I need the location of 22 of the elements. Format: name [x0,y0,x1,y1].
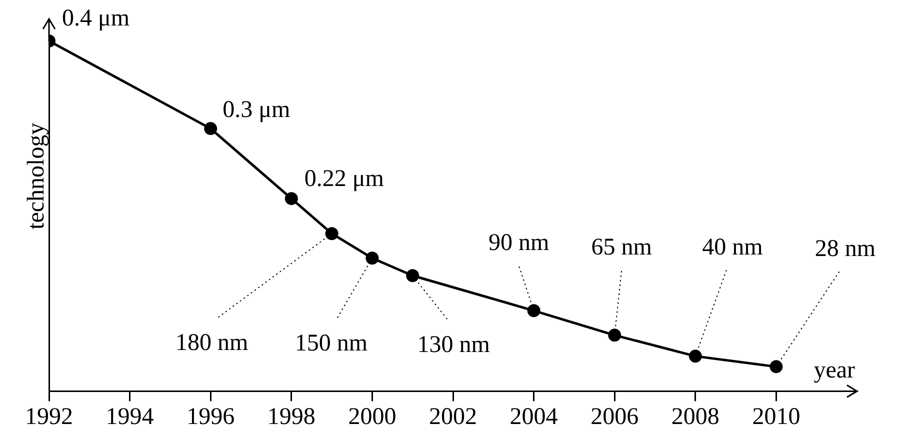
annotation: 90 nm [488,230,550,256]
annotation: 180 nm [175,330,248,356]
x-tick-label: 2006 [590,404,639,430]
x-tick-label: 1992 [25,404,73,430]
y-axis-title: technology [23,122,50,230]
annotation: 0.22 μm [304,166,384,192]
x-axis-title: year [814,357,856,384]
x-tick-label: 2002 [429,404,477,430]
x-tick-label: 2010 [752,404,800,430]
x-tick-label: 2000 [348,404,396,430]
annotation: 65 nm [591,234,652,260]
annotation: 150 nm [294,330,368,356]
annotation: 28 nm [814,236,876,262]
annotation: 0.4 μm [62,5,130,32]
annotation: 40 nm [702,234,764,260]
x-tick-label: 1996 [186,404,235,430]
x-tick-label: 2008 [671,404,720,430]
x-tick-label: 1994 [106,404,154,430]
annotation: 0.3 μm [222,96,290,123]
x-tick-label: 1998 [267,404,316,430]
annotation: 130 nm [417,332,490,358]
x-tick-label: 2004 [510,404,558,430]
